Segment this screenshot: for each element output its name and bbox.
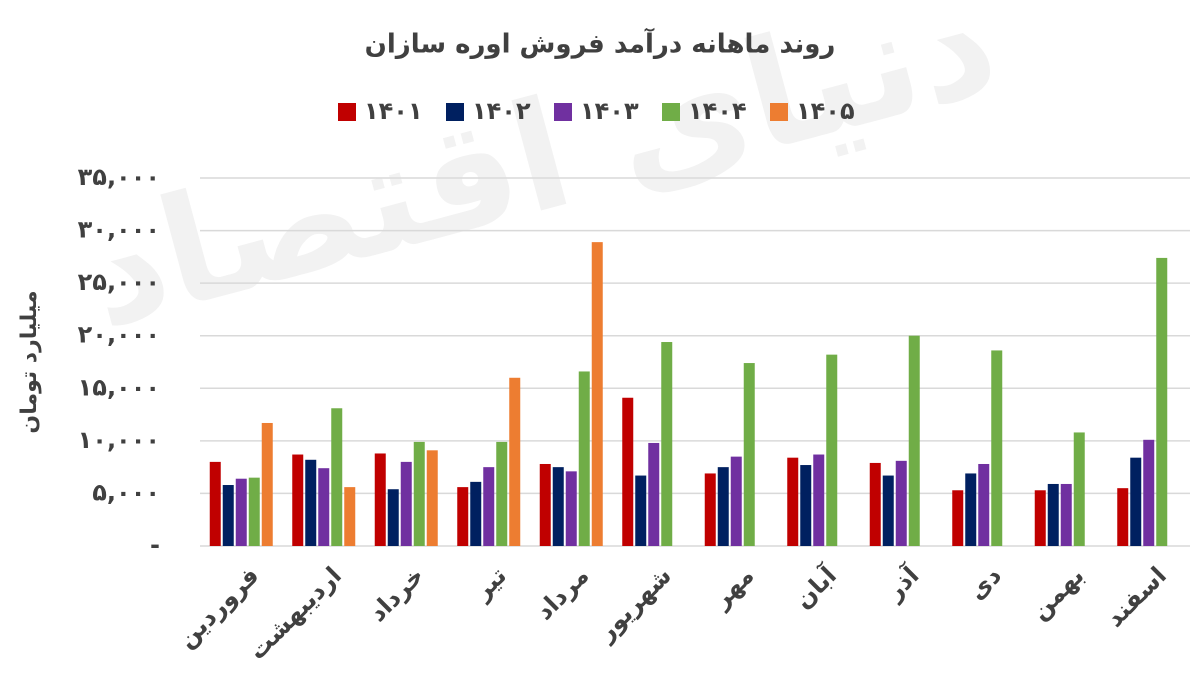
bar xyxy=(1047,483,1059,546)
bar xyxy=(305,459,317,546)
bar xyxy=(483,467,495,546)
bar xyxy=(235,478,247,546)
bar xyxy=(374,453,386,546)
bar xyxy=(704,473,716,546)
x-tick-label: مهر xyxy=(707,561,760,614)
y-tick-label: - xyxy=(150,531,160,559)
bar xyxy=(869,462,881,546)
x-tick-label: آذر xyxy=(879,560,925,606)
bar xyxy=(882,475,894,546)
bar xyxy=(496,441,508,546)
bar xyxy=(661,342,673,546)
legend-label: ۱۴۰۲ xyxy=(472,97,531,125)
bar xyxy=(1073,432,1085,546)
x-tick-label: دی xyxy=(963,561,1007,605)
x-tick-label: آبان xyxy=(788,560,842,614)
legend-label: ۱۴۰۴ xyxy=(688,97,747,125)
y-tick-label: ۵,۰۰۰ xyxy=(92,478,160,506)
bar xyxy=(457,487,469,546)
bar xyxy=(331,408,343,546)
x-tick-label: مرداد xyxy=(530,561,594,625)
bar xyxy=(648,442,660,546)
legend-swatch xyxy=(446,103,464,121)
bar xyxy=(965,473,977,546)
bar xyxy=(743,363,755,546)
bar xyxy=(826,354,838,546)
bar xyxy=(813,454,825,546)
bar xyxy=(509,377,521,546)
legend-label: ۱۴۰۵ xyxy=(796,97,855,125)
bar xyxy=(413,441,425,546)
y-tick-label: ۳۰,۰۰۰ xyxy=(78,216,160,244)
bar xyxy=(578,371,590,546)
legend-label: ۱۴۰۳ xyxy=(580,97,639,125)
bar xyxy=(717,467,729,546)
y-tick-label: ۳۵,۰۰۰ xyxy=(78,163,160,191)
x-tick-label: تیر xyxy=(468,561,512,605)
bar xyxy=(222,485,234,546)
bar xyxy=(895,460,907,546)
y-axis-title: میلیارد تومان xyxy=(17,290,42,433)
bar xyxy=(1143,439,1155,546)
bar xyxy=(1130,457,1142,546)
y-tick-label: ۲۰,۰۰۰ xyxy=(78,321,160,349)
legend-swatch xyxy=(770,103,788,121)
bar xyxy=(730,456,742,546)
bar xyxy=(1034,490,1046,546)
y-tick-label: ۱۵,۰۰۰ xyxy=(78,373,160,401)
bar xyxy=(565,471,577,546)
chart-title: روند ماهانه درآمد فروش اوره سازان xyxy=(365,28,836,60)
legend-swatch xyxy=(338,103,356,121)
bar xyxy=(209,461,221,546)
bar xyxy=(622,397,634,546)
legend-swatch xyxy=(662,103,680,121)
bar xyxy=(470,481,482,546)
bar xyxy=(552,467,564,546)
bar xyxy=(1156,257,1168,546)
x-tick-label: اسفند xyxy=(1101,561,1172,632)
bar xyxy=(318,468,330,546)
bar xyxy=(635,475,647,546)
x-tick-label: خرداد xyxy=(364,561,430,627)
x-tick-label: شهریور xyxy=(591,561,677,647)
bar xyxy=(344,487,356,546)
bar xyxy=(387,489,399,546)
bar xyxy=(978,463,990,546)
bar xyxy=(400,461,412,546)
y-tick-label: ۱۰,۰۰۰ xyxy=(78,426,160,454)
bar xyxy=(1060,483,1072,546)
bar xyxy=(539,463,551,546)
bar xyxy=(952,490,964,546)
bar xyxy=(261,422,273,546)
bar xyxy=(908,335,920,546)
bar xyxy=(800,465,812,546)
bar xyxy=(991,350,1003,546)
bar xyxy=(248,477,260,546)
y-tick-label: ۲۵,۰۰۰ xyxy=(78,268,160,296)
bar xyxy=(426,450,438,546)
bar xyxy=(1117,488,1129,546)
legend-swatch xyxy=(554,103,572,121)
legend-label: ۱۴۰۱ xyxy=(364,97,423,125)
bar xyxy=(292,454,304,546)
bar xyxy=(591,242,603,546)
x-tick-label: بهمن xyxy=(1025,561,1089,625)
bar xyxy=(787,457,799,546)
